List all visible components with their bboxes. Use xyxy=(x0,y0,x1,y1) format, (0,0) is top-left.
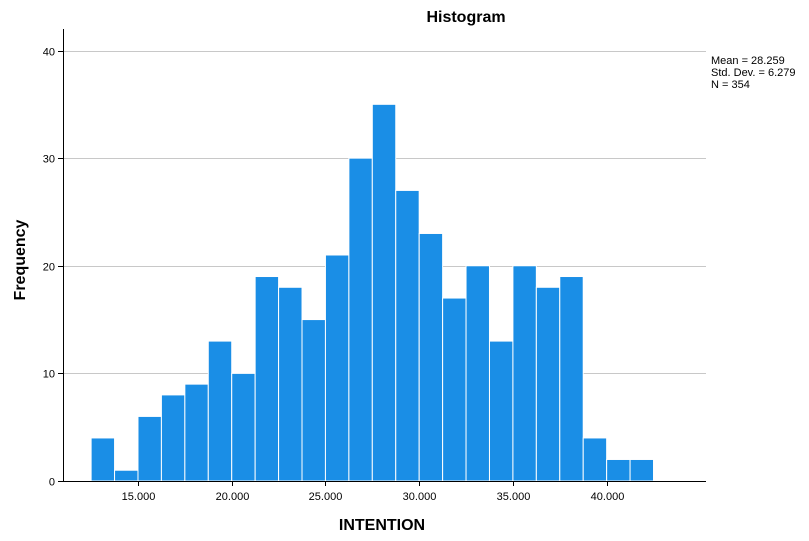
histogram-bar xyxy=(465,265,490,482)
x-tick-label: 15.000 xyxy=(122,491,156,503)
x-tick-label: 30.000 xyxy=(403,491,437,503)
histogram-bar xyxy=(90,437,116,482)
x-tick-labels: 15.000 20.000 25.000 30.000 35.000 40.000 xyxy=(122,491,625,503)
histogram-bar xyxy=(582,437,608,482)
histogram-bar xyxy=(324,254,350,482)
x-tick-label: 40.000 xyxy=(591,491,625,503)
histogram-bar xyxy=(254,276,280,482)
stats-mean: Mean = 28.259 xyxy=(711,55,785,67)
x-tick-label: 35.000 xyxy=(497,491,531,503)
y-axis-label: Frequency xyxy=(12,219,29,300)
histogram-bar xyxy=(606,458,631,482)
histogram-bar xyxy=(418,232,444,482)
chart-title: Histogram xyxy=(426,9,505,26)
histogram-bar xyxy=(629,458,655,482)
stats-std-dev: Std. Dev. = 6.279 xyxy=(711,67,796,79)
y-tick-label: 10 xyxy=(43,369,55,381)
y-tick-label: 20 xyxy=(43,262,55,274)
histogram-bar xyxy=(488,340,514,482)
histogram-bar xyxy=(512,265,537,482)
histogram-bar xyxy=(231,372,256,482)
x-axis-label: INTENTION xyxy=(339,517,425,534)
bars xyxy=(90,103,655,482)
histogram-bar xyxy=(442,297,467,482)
histogram-bar xyxy=(278,286,303,482)
axes xyxy=(58,29,706,486)
histogram-bar xyxy=(114,469,139,482)
histogram-bar xyxy=(371,103,397,482)
histogram-bar xyxy=(301,319,326,482)
stats-box: Mean = 28.259 Std. Dev. = 6.279 N = 354 xyxy=(711,55,796,91)
histogram-bar xyxy=(207,340,233,482)
y-tick-labels: 0 10 20 30 40 xyxy=(43,47,55,489)
histogram-bar xyxy=(348,157,373,482)
histogram-bar xyxy=(160,394,186,482)
stats-n: N = 354 xyxy=(711,79,750,91)
histogram-bar xyxy=(535,286,561,482)
histogram-bar xyxy=(184,383,209,482)
x-tick-label: 25.000 xyxy=(309,491,343,503)
histogram-bar xyxy=(395,189,420,482)
y-tick-label: 40 xyxy=(43,47,55,59)
y-tick-label: 30 xyxy=(43,154,55,166)
histogram-bar xyxy=(137,415,162,482)
x-tick-label: 20.000 xyxy=(216,491,250,503)
histogram-bar xyxy=(559,276,584,482)
y-tick-label: 0 xyxy=(49,477,55,489)
